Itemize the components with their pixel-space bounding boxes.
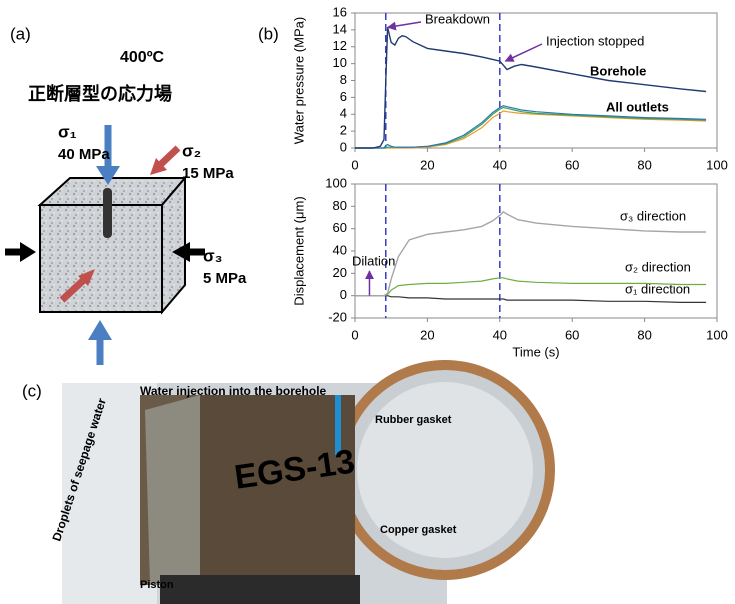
panel-label: (a) <box>10 24 31 43</box>
y-tick-label: 60 <box>333 220 347 235</box>
y-axis-label: Displacement (μm) <box>291 196 306 305</box>
x-tick-label: 0 <box>351 327 358 342</box>
y-axis-label: Water pressure (MPa) <box>291 17 306 144</box>
panel-label: (c) <box>22 381 42 400</box>
annotation: Breakdown <box>425 11 490 26</box>
y-tick-label: 4 <box>340 106 347 121</box>
y-tick-label: 0 <box>340 139 347 154</box>
photo-label: Piston <box>140 579 174 591</box>
y-tick-label: 40 <box>333 242 347 257</box>
y-tick-label: 6 <box>340 89 347 104</box>
x-tick-label: 40 <box>493 157 507 172</box>
stress-value: 15 MPa <box>182 165 234 182</box>
y-tick-label: 16 <box>333 4 347 19</box>
x-tick-label: 0 <box>351 157 358 172</box>
annotation: Dilation <box>352 253 395 268</box>
series-label: σ₃ direction <box>620 208 686 223</box>
plot-frame <box>354 12 718 149</box>
photo-label: Rubber gasket <box>375 414 452 426</box>
x-tick-label: 80 <box>637 157 651 172</box>
stress-value: 40 MPa <box>58 146 110 163</box>
x-tick-label: 80 <box>637 327 651 342</box>
series-line <box>355 27 707 149</box>
series-line <box>355 110 707 149</box>
annotation-arrow <box>386 21 422 31</box>
series-label: Borehole <box>590 63 646 78</box>
series-label: σ₁ direction <box>625 281 690 296</box>
annotation: Injection stopped <box>546 33 644 48</box>
series-line <box>355 295 707 303</box>
photo-label: Copper gasket <box>380 524 457 536</box>
y-tick-label: 100 <box>325 175 347 190</box>
panel-label: (b) <box>258 24 279 43</box>
diagram-title: 正断層型の応力場 <box>28 83 172 104</box>
y-tick-label: 10 <box>333 55 347 70</box>
x-tick-label: 20 <box>420 327 434 342</box>
photo-label: Water injection into the borehole <box>140 384 327 398</box>
series-line <box>355 277 707 297</box>
series-line <box>355 211 707 297</box>
stress-value: 5 MPa <box>203 270 247 287</box>
series-line <box>355 106 707 149</box>
x-tick-label: 60 <box>565 327 579 342</box>
temperature: 400ºC <box>120 49 165 66</box>
y-tick-label: 20 <box>333 265 347 280</box>
x-tick-label: 100 <box>706 157 728 172</box>
series-label: All outlets <box>606 99 669 114</box>
y-tick-label: 8 <box>340 72 347 87</box>
x-axis-label: Time (s) <box>512 344 559 359</box>
stress-symbol: σ₃ <box>203 246 223 265</box>
x-tick-label: 20 <box>420 157 434 172</box>
cube <box>5 125 205 365</box>
x-tick-label: 60 <box>565 157 579 172</box>
annotation-arrow <box>504 43 543 62</box>
x-tick-label: 40 <box>493 327 507 342</box>
x-tick-label: 100 <box>706 327 728 342</box>
y-tick-label: 14 <box>333 21 347 36</box>
series-line <box>355 105 707 149</box>
photo <box>62 360 555 604</box>
y-tick-label: 0 <box>340 287 347 302</box>
y-tick-label: 12 <box>333 38 347 53</box>
y-tick-label: -20 <box>328 309 347 324</box>
stress-symbol: σ₂ <box>182 141 201 160</box>
series-label: σ₂ direction <box>625 259 691 274</box>
y-tick-label: 80 <box>333 198 347 213</box>
stress-symbol: σ₁ <box>58 122 77 141</box>
y-tick-label: 2 <box>340 123 347 138</box>
